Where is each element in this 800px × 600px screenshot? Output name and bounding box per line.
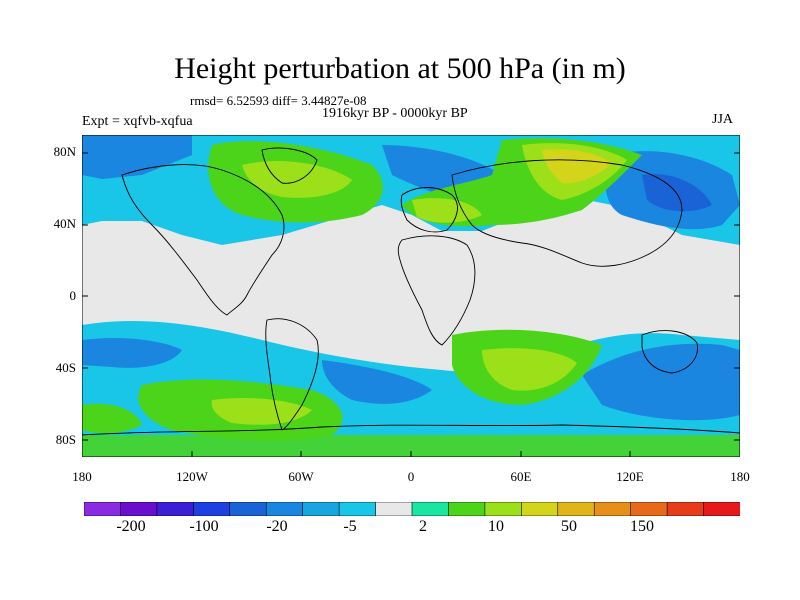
colorbar-swatch (193, 502, 231, 516)
field-sh-blue-west (82, 338, 182, 368)
field-nh-green-patch (412, 198, 482, 223)
field-sh-blue-mid (322, 360, 432, 404)
lon-label-180w: 180 (72, 469, 92, 484)
colorbar-swatch (120, 502, 158, 516)
coast-europe (400, 187, 458, 233)
colorbar-label-150: 150 (630, 518, 654, 535)
stats-text: rmsd= 6.52593 diff= 3.44827e-08 (190, 93, 367, 108)
colorbar-swatch (411, 502, 450, 516)
field-sh-blue-east (582, 343, 740, 421)
colorbar-swatch (156, 502, 195, 516)
colorbar-label-10: 10 (488, 518, 504, 535)
coastlines (82, 147, 740, 436)
colorbar-swatch (338, 502, 377, 516)
coast-australia (641, 330, 698, 374)
colorbar-swatch (84, 502, 122, 516)
lat-label-40s: 40S (55, 360, 76, 375)
lat-label-0: 0 (69, 288, 77, 303)
lat-label-80s: 80S (55, 432, 76, 447)
colorbar-swatch (557, 502, 596, 516)
colorbar-swatch (521, 502, 559, 516)
field-sh-green-patch (82, 403, 142, 434)
lon-label-60w: 60W (288, 469, 314, 484)
colorbar-label-minus5: -5 (343, 518, 357, 535)
colorbar-swatch (666, 502, 705, 516)
field-nh-blue-west (82, 135, 192, 179)
colorbar-swatch (630, 502, 668, 516)
colorbar-label-2: 2 (419, 518, 427, 535)
lon-label-120w: 120W (176, 469, 208, 484)
colorbar-label-minus100: -100 (189, 518, 219, 535)
lon-label-180e: 180 (730, 469, 750, 484)
experiment-text: Expt = xqfvb-xqfua (82, 114, 193, 129)
field-sh-green-band (82, 435, 740, 457)
coast-asia (451, 159, 683, 267)
coast-south-america (265, 318, 319, 431)
lat-label-40n: 40N (53, 216, 76, 231)
lat-label-80n: 80N (53, 144, 76, 159)
colorbar (84, 502, 740, 516)
lon-label-60e: 60E (510, 469, 532, 484)
field-sh-yellow-west (211, 398, 312, 425)
colorbar-label-minus200: -200 (116, 518, 146, 535)
colorbar-swatch (484, 502, 523, 516)
map-plot (82, 135, 740, 457)
period-text: 1916kyr BP - 0000kyr BP (322, 106, 468, 121)
axis-ticks (82, 152, 740, 457)
field-nh-deepblue-east (642, 174, 712, 212)
field-nh-yellow-mid (542, 149, 612, 184)
colorbar-swatch (703, 502, 740, 516)
colorbar-swatch (448, 502, 486, 516)
coast-greenland (261, 147, 318, 184)
colorbar-label-50: 50 (561, 518, 577, 535)
lon-label-0: 0 (407, 469, 415, 484)
coast-africa (397, 235, 476, 346)
coast-north-america (121, 164, 285, 316)
colorbar-swatch (229, 502, 268, 516)
colorbar-swatch (375, 502, 413, 516)
season-text: JJA (712, 112, 734, 127)
colorbar-swatch (593, 502, 632, 516)
colorbar-label-minus20: -20 (266, 518, 288, 535)
lon-label-120e: 120E (616, 469, 644, 484)
coast-antarctica (82, 424, 740, 436)
map-title: Height perturbation at 500 hPa (in m) (174, 52, 626, 85)
colorbar-swatch (302, 502, 340, 516)
colorbar-swatch (265, 502, 304, 516)
field-sh-yellowgreen-mid (482, 348, 577, 391)
